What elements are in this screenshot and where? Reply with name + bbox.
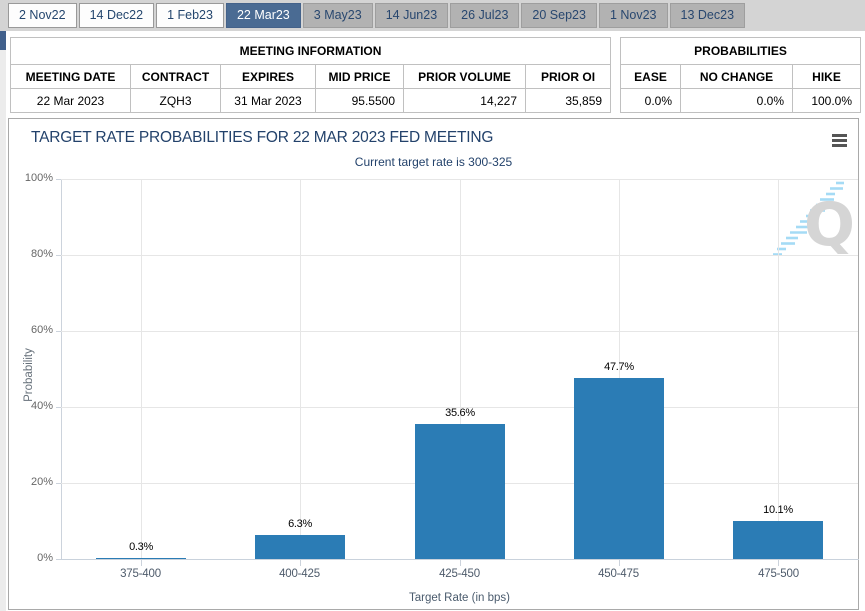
meeting-tab-bar: 2 Nov22 14 Dec22 1 Feb23 22 Mar23 3 May23 14 … [0,0,865,31]
col-meeting-date: MEETING DATE [10,64,131,89]
chart-subtitle: Current target rate is 300-325 [354,155,513,169]
x-gridline-425-450 [460,179,461,559]
y-axis-title: Probability [23,348,35,402]
y-gridline-60 [61,331,858,332]
left-gutter-accent [0,31,6,50]
prior-oi-value: 35,859 [524,88,612,113]
col-hike: HIKE [791,64,862,89]
hike-value: 100.0% [791,88,862,113]
col-prior-volume: PRIOR VOLUME [403,64,526,89]
meeting-information-title: MEETING INFORMATION [9,37,612,65]
probabilities-row: 0.0% 0.0% 100.0% [620,88,862,113]
y-axis-line [61,179,62,559]
mid-price-value: 95.5500 [315,88,404,113]
tab-20-sep23[interactable]: 20 Sep23 [521,3,597,28]
y-gridline-40 [61,407,858,408]
bar-value-label-475-500: 10.1% [763,504,793,516]
x-gridline-475-500 [778,179,779,559]
x-tick-label-475-500: 475-500 [758,568,799,580]
probabilities-table: PROBABILITIES EASE NO CHANGE HIKE 0.0% 0… [619,37,862,113]
x-tick-label-400-425: 400-425 [279,568,320,580]
bar-425-450[interactable] [415,424,505,559]
chart-title: TARGET RATE PROBABILITIES FOR 22 MAR 202… [31,129,494,146]
bar-450-475[interactable] [574,378,664,559]
y-tick-label-20: 20% [30,476,53,488]
target-rate-chart-panel: TARGET RATE PROBABILITIES FOR 22 MAR 202… [8,118,859,610]
quandl-watermark: Q [773,181,855,260]
meeting-information-row: 22 Mar 2023 ZQH3 31 Mar 2023 95.5500 14,… [10,88,612,113]
no-change-value: 0.0% [680,88,793,113]
x-gridline-375-400 [141,179,142,559]
meeting-date-value: 22 Mar 2023 [10,88,131,113]
probabilities-title: PROBABILITIES [619,37,862,65]
ease-value: 0.0% [620,88,681,113]
x-tick-mark-400-425 [300,560,301,566]
meeting-information-table: MEETING INFORMATION MEETING DATE CONTRAC… [9,37,612,113]
watermark-hatch [773,181,844,256]
tab-26-jul23[interactable]: 26 Jul23 [450,3,520,28]
x-tick-label-425-450: 425-450 [439,568,480,580]
x-tick-label-375-400: 375-400 [120,568,161,580]
y-tick-label-100: 100% [24,172,53,184]
y-gridline-100 [61,179,858,180]
y-tick-label-40: 40% [30,400,53,412]
col-ease: EASE [620,64,681,89]
y-tick-mark-20 [56,483,61,484]
tab-2-nov22[interactable]: 2 Nov22 [8,3,77,28]
y-tick-label-0: 0% [37,552,53,564]
tab-14-jun23[interactable]: 14 Jun23 [374,3,449,28]
y-tick-mark-40 [56,407,61,408]
bar-value-label-400-425: 6.3% [288,518,312,530]
x-tick-mark-475-500 [778,560,779,566]
bar-value-label-425-450: 35.6% [445,407,475,419]
prior-volume-value: 14,227 [403,88,526,113]
col-no-change: NO CHANGE [680,64,793,89]
bar-475-500[interactable] [733,521,823,559]
left-gutter [0,31,6,611]
tab-3-may23[interactable]: 3 May23 [302,3,373,28]
x-tick-mark-425-450 [460,560,461,566]
hamburger-menu-icon[interactable] [829,130,851,150]
tab-14-dec22[interactable]: 14 Dec22 [78,3,155,28]
y-tick-label-80: 80% [30,248,53,260]
tab-22-mar23[interactable]: 22 Mar23 [225,3,301,28]
tab-1-feb23[interactable]: 1 Feb23 [156,3,224,28]
col-mid-price: MID PRICE [315,64,404,89]
contract-value: ZQH3 [130,88,221,113]
x-tick-mark-375-400 [141,560,142,566]
y-gridline-80 [61,255,858,256]
x-tick-mark-450-475 [619,560,620,566]
x-gridline-450-475 [619,179,620,559]
bar-value-label-375-400: 0.3% [129,541,153,553]
y-tick-mark-60 [56,331,61,332]
col-contract: CONTRACT [130,64,221,89]
x-axis-line [61,559,859,560]
tab-1-nov23[interactable]: 1 Nov23 [598,3,668,28]
x-gridline-400-425 [300,179,301,559]
y-tick-mark-80 [56,255,61,256]
bar-375-400[interactable] [96,558,186,559]
y-tick-label-60: 60% [30,324,53,336]
bar-value-label-450-475: 47.7% [604,361,634,373]
watermark-q-letter: Q [804,190,855,260]
bar-400-425[interactable] [255,535,345,559]
y-tick-mark-100 [56,179,61,180]
y-tick-mark-0 [56,559,61,560]
plot-area: 0.3% 6.3% 35.6% 47.7% 10.1% [61,179,858,559]
col-prior-oi: PRIOR OI [524,64,612,89]
x-axis-title: Target Rate (in bps) [409,592,510,604]
col-expires: EXPIRES [220,64,316,89]
tab-13-dec23[interactable]: 13 Dec23 [669,3,746,28]
expires-value: 31 Mar 2023 [220,88,316,113]
x-tick-label-450-475: 450-475 [598,568,639,580]
